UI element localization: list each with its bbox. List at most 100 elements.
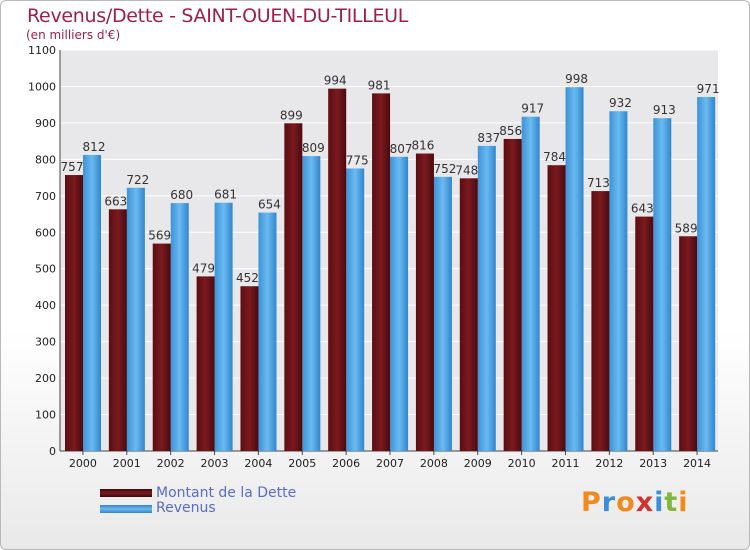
data-label-revenue: 654 — [258, 198, 281, 212]
chart-subtitle: (en milliers d'€) — [26, 28, 121, 42]
bar-revenue — [126, 187, 145, 451]
bar-revenue — [390, 156, 409, 451]
data-label-debt: 713 — [587, 176, 610, 190]
y-tick-label: 800 — [35, 153, 56, 166]
bar-revenue — [565, 87, 584, 451]
x-tick-label: 2009 — [464, 457, 492, 470]
data-label-revenue: 998 — [565, 72, 588, 86]
bar-debt — [415, 153, 434, 451]
logo-letter: i — [678, 487, 689, 518]
bar-revenue — [346, 168, 365, 451]
bar-debt — [328, 88, 347, 451]
bar-revenue — [433, 176, 452, 451]
data-label-debt: 663 — [104, 194, 127, 208]
legend-label-debt: Montant de la Dette — [156, 485, 297, 501]
bar-debt — [591, 191, 610, 451]
bar-debt — [65, 175, 83, 451]
data-label-revenue: 917 — [521, 102, 544, 116]
data-label-revenue: 807 — [390, 142, 413, 156]
bar-revenue — [258, 212, 277, 451]
data-label-debt: 856 — [499, 124, 522, 138]
data-label-revenue: 837 — [477, 131, 500, 145]
bar-debt — [152, 243, 171, 451]
bar-revenue — [83, 154, 101, 452]
data-label-revenue: 775 — [346, 153, 369, 167]
logo-letter: t — [664, 487, 679, 518]
bar-debt — [240, 286, 259, 451]
data-label-debt: 981 — [368, 78, 391, 92]
y-tick-label: 900 — [35, 117, 56, 130]
data-label-debt: 757 — [61, 160, 84, 174]
bar-debt — [459, 178, 478, 451]
x-tick-label: 2006 — [332, 457, 360, 470]
data-label-revenue: 722 — [126, 173, 149, 187]
data-label-debt: 816 — [411, 139, 434, 153]
data-label-revenue: 752 — [433, 162, 456, 176]
bar-debt — [679, 236, 698, 451]
y-tick-label: 1100 — [28, 44, 56, 57]
bar-debt — [635, 216, 654, 451]
bar-revenue — [170, 203, 189, 451]
x-tick-label: 2014 — [683, 457, 711, 470]
x-tick-label: 2013 — [639, 457, 667, 470]
data-label-revenue: 680 — [170, 188, 193, 202]
bar-debt — [547, 165, 566, 452]
chart-title: Revenus/Dette - SAINT-OUEN-DU-TILLEUL — [27, 5, 409, 27]
data-label-debt: 643 — [631, 202, 654, 216]
legend-swatch-revenue — [100, 505, 152, 513]
x-tick-label: 2010 — [508, 457, 536, 470]
logo-letter: r — [601, 487, 617, 518]
x-tick-label: 2007 — [376, 457, 404, 470]
logo-letter: P — [581, 487, 602, 518]
data-label-debt: 784 — [543, 150, 566, 164]
y-tick-label: 300 — [35, 336, 56, 349]
bar-debt — [503, 138, 522, 451]
x-tick-label: 2004 — [244, 457, 272, 470]
proxiti-logo: Proxiti — [581, 487, 689, 518]
bar-revenue — [302, 156, 321, 451]
data-label-revenue: 812 — [83, 140, 106, 154]
bar-debt — [372, 93, 391, 451]
y-tick-label: 100 — [35, 409, 56, 422]
x-tick-label: 2011 — [551, 457, 579, 470]
data-label-debt: 452 — [236, 271, 259, 285]
y-tick-label: 600 — [35, 226, 56, 239]
x-tick-label: 2012 — [595, 457, 623, 470]
y-tick-label: 0 — [49, 445, 56, 458]
bar-revenue — [609, 111, 628, 451]
data-label-debt: 479 — [192, 261, 215, 275]
x-tick-label: 2000 — [69, 457, 97, 470]
y-tick-label: 200 — [35, 372, 56, 385]
bar-debt — [108, 209, 127, 451]
data-label-debt: 569 — [148, 229, 171, 243]
y-tick-label: 1000 — [28, 80, 56, 93]
logo-letter: x — [635, 487, 655, 518]
legend-swatch-debt — [100, 489, 152, 497]
legend-label-revenue: Revenus — [156, 500, 216, 516]
data-label-debt: 994 — [324, 74, 347, 88]
logo-letter: o — [616, 487, 636, 518]
data-label-revenue: 809 — [302, 141, 325, 155]
data-label-debt: 748 — [455, 163, 478, 177]
x-tick-label: 2001 — [113, 457, 141, 470]
x-tick-label: 2008 — [420, 457, 448, 470]
data-label-debt: 899 — [280, 108, 303, 122]
bar-revenue — [653, 118, 672, 452]
data-label-revenue: 932 — [609, 96, 632, 110]
y-tick-label: 700 — [35, 190, 56, 203]
bar-debt — [284, 123, 303, 452]
y-tick-label: 500 — [35, 263, 56, 276]
data-label-debt: 589 — [675, 221, 698, 235]
data-label-revenue: 913 — [653, 103, 676, 117]
y-tick-label: 400 — [35, 299, 56, 312]
x-tick-label: 2003 — [201, 457, 229, 470]
data-label-revenue: 971 — [697, 82, 720, 96]
logo-letter: i — [654, 487, 665, 518]
bar-revenue — [214, 202, 233, 451]
bar-debt — [196, 276, 215, 451]
bar-revenue — [477, 145, 496, 451]
bar-revenue — [697, 97, 716, 451]
bar-revenue — [521, 116, 540, 451]
x-tick-label: 2002 — [157, 457, 185, 470]
